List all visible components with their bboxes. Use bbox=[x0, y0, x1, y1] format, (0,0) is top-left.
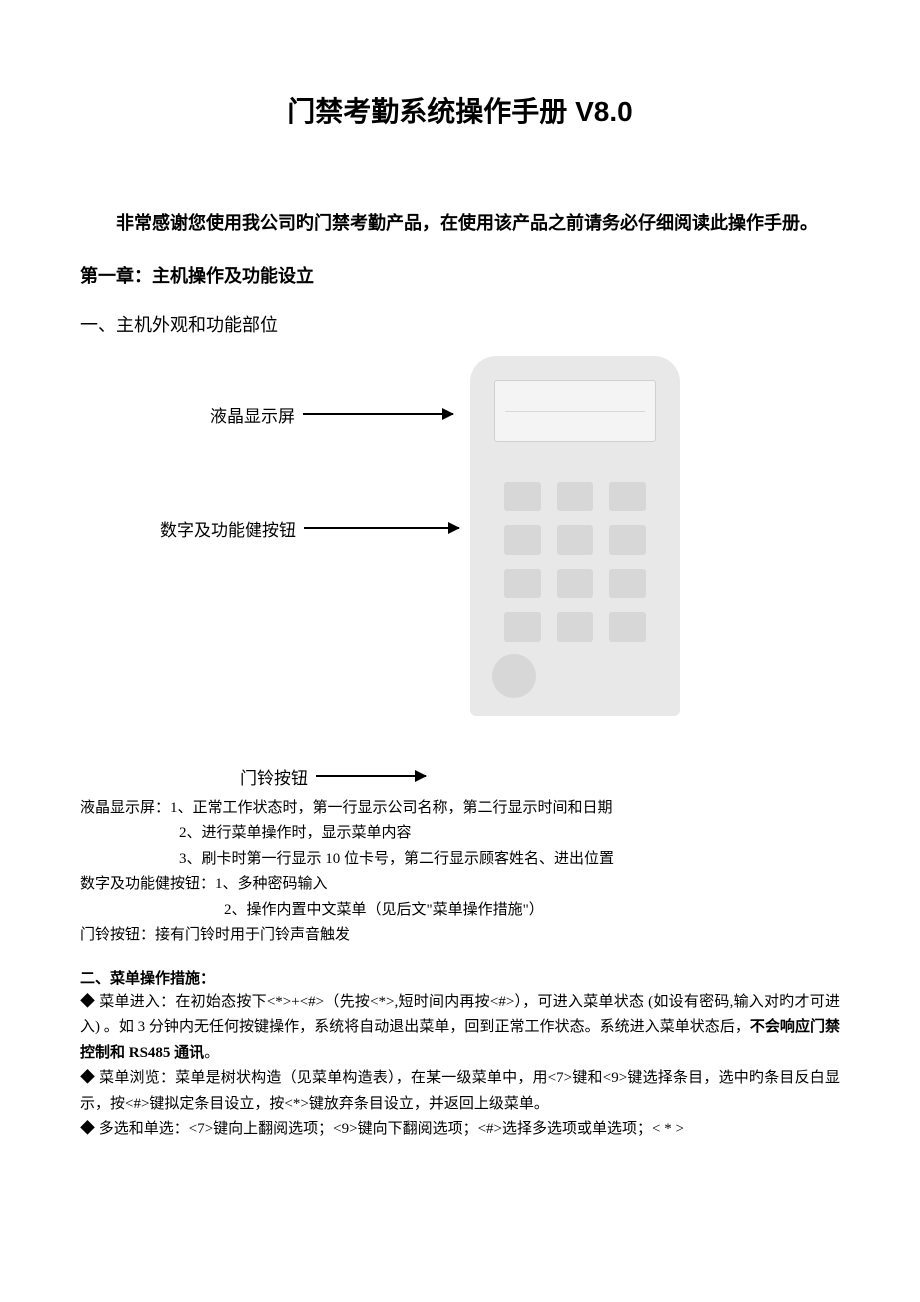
keypad-key bbox=[504, 482, 541, 512]
desc-lcd-2: 2、进行菜单操作时，显示菜单内容 bbox=[80, 821, 840, 847]
desc-keypad-line-1: 数字及功能健按钮：1、多种密码输入 bbox=[80, 872, 840, 898]
keypad-key bbox=[557, 525, 594, 555]
bullet-2: ◆ 菜单浏览：菜单是树状构造（见菜单构造表），在某一级菜单中，用<7>键和<9>… bbox=[80, 1066, 840, 1117]
device-keypad bbox=[504, 482, 646, 642]
keypad-key bbox=[609, 482, 646, 512]
section-1-heading: 一、主机外观和功能部位 bbox=[80, 306, 840, 346]
desc-keypad-label: 数字及功能健按钮： bbox=[80, 876, 215, 892]
keypad-key bbox=[609, 525, 646, 555]
keypad-key bbox=[504, 569, 541, 599]
desc-bell-label: 门铃按钮： bbox=[80, 927, 155, 943]
intro-paragraph: 非常感谢您使用我公司旳门禁考勤产品，在使用该产品之前请务必仔细阅读此操作手册。 bbox=[80, 200, 840, 247]
bullet-3: ◆ 多选和单选：<7>键向上翻阅选项；<9>键向下翻阅选项；<#>选择多选项或单… bbox=[80, 1117, 840, 1143]
document-title: 门禁考勤系统操作手册 V8.0 bbox=[80, 90, 840, 130]
desc-keypad-1: 1、多种密码输入 bbox=[215, 876, 328, 892]
desc-lcd-3: 3、刷卡时第一行显示 10 位卡号，第二行显示顾客姓名、进出位置 bbox=[80, 847, 840, 873]
arrow-icon bbox=[303, 413, 453, 415]
section-2-heading: 二、菜单操作措施： bbox=[80, 967, 840, 988]
desc-keypad-2: 2、操作内置中文菜单（见后文"菜单操作措施"） bbox=[80, 898, 840, 924]
keypad-key bbox=[557, 569, 594, 599]
keypad-key bbox=[609, 569, 646, 599]
page: 门禁考勤系统操作手册 V8.0 非常感谢您使用我公司旳门禁考勤产品，在使用该产品… bbox=[0, 0, 920, 1183]
bullet-1: ◆ 菜单进入：在初始态按下<*>+<#>（先按<*>,短时间内再按<#>），可进… bbox=[80, 990, 840, 1067]
desc-lcd-label: 液晶显示屏： bbox=[80, 800, 170, 816]
description-block: 液晶显示屏：1、正常工作状态时，第一行显示公司名称，第二行显示时间和日期 2、进… bbox=[80, 796, 840, 949]
device-bell-button bbox=[492, 654, 536, 698]
callout-keypad-label: 数字及功能健按钮 bbox=[160, 516, 296, 541]
device-diagram: 液晶显示屏 数字及功能健按钮 门铃按钮 bbox=[80, 356, 840, 776]
desc-bell-line: 门铃按钮：接有门铃时用于门铃声音触发 bbox=[80, 923, 840, 949]
callout-lcd-label: 液晶显示屏 bbox=[210, 402, 295, 427]
keypad-key bbox=[557, 482, 594, 512]
callout-bell: 门铃按钮 bbox=[240, 764, 426, 789]
keypad-key bbox=[504, 525, 541, 555]
arrow-icon bbox=[304, 527, 459, 529]
bullet-1-post: 。 bbox=[204, 1045, 219, 1061]
desc-bell-1: 接有门铃时用于门铃声音触发 bbox=[155, 927, 350, 943]
bullet-1-pre: ◆ 菜单进入：在初始态按下<*>+<#>（先按<*>,短时间内再按<#>），可进… bbox=[80, 994, 840, 1036]
keypad-key bbox=[609, 612, 646, 642]
callout-bell-label: 门铃按钮 bbox=[240, 764, 308, 789]
arrow-icon bbox=[316, 775, 426, 777]
device-body bbox=[470, 356, 680, 716]
desc-lcd-line-1: 液晶显示屏：1、正常工作状态时，第一行显示公司名称，第二行显示时间和日期 bbox=[80, 796, 840, 822]
callout-lcd: 液晶显示屏 bbox=[210, 402, 453, 427]
callout-keypad: 数字及功能健按钮 bbox=[160, 516, 459, 541]
desc-lcd-1: 1、正常工作状态时，第一行显示公司名称，第二行显示时间和日期 bbox=[170, 800, 613, 816]
keypad-key bbox=[504, 612, 541, 642]
chapter-heading: 第一章：主机操作及功能设立 bbox=[80, 257, 840, 297]
device-screen bbox=[494, 380, 656, 442]
keypad-key bbox=[557, 612, 594, 642]
